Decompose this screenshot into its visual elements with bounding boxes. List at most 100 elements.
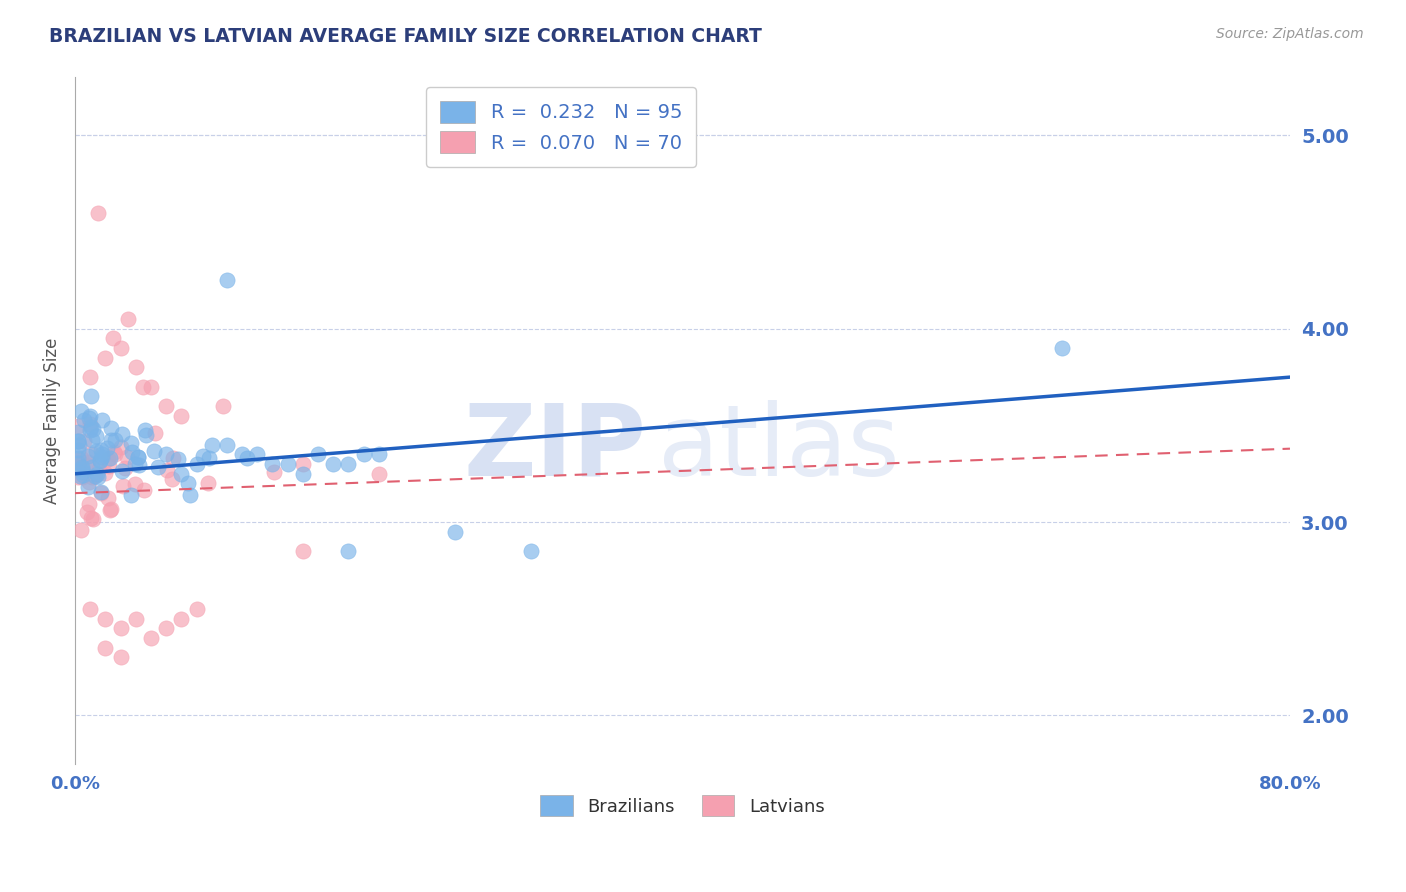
Point	[97, 491, 120, 505]
Point	[367, 467, 389, 481]
Point	[132, 483, 155, 497]
Point	[70, 450, 93, 465]
Point	[104, 433, 127, 447]
Point	[67, 453, 90, 467]
Point	[80, 459, 103, 474]
Point	[212, 399, 235, 413]
Point	[84, 429, 107, 443]
Point	[291, 467, 314, 481]
Y-axis label: Average Family Size: Average Family Size	[44, 337, 60, 504]
Point	[110, 622, 132, 636]
Point	[72, 468, 94, 483]
Point	[77, 497, 100, 511]
Text: ZIP: ZIP	[463, 400, 645, 497]
Point	[170, 612, 193, 626]
Point	[155, 447, 177, 461]
Point	[77, 410, 100, 425]
Point	[83, 469, 105, 483]
Point	[76, 505, 98, 519]
Point	[82, 422, 104, 436]
Point	[179, 487, 201, 501]
Point	[177, 476, 200, 491]
Point	[170, 467, 193, 481]
Point	[110, 341, 132, 355]
Point	[77, 455, 100, 469]
Point	[197, 475, 219, 490]
Point	[98, 503, 121, 517]
Point	[307, 447, 329, 461]
Point	[110, 650, 132, 665]
Point	[94, 640, 117, 655]
Point	[156, 463, 179, 477]
Point	[77, 450, 100, 464]
Point	[90, 484, 112, 499]
Point	[76, 480, 98, 494]
Point	[90, 413, 112, 427]
Point	[120, 436, 142, 450]
Point	[215, 273, 238, 287]
Point	[263, 466, 285, 480]
Point	[124, 476, 146, 491]
Point	[128, 458, 150, 472]
Point	[80, 389, 103, 403]
Point	[75, 458, 97, 472]
Point	[337, 544, 360, 558]
Point	[82, 511, 104, 525]
Point	[86, 467, 108, 481]
Point	[367, 447, 389, 461]
Point	[100, 502, 122, 516]
Point	[127, 450, 149, 464]
Point	[215, 438, 238, 452]
Point	[191, 450, 214, 464]
Point	[198, 450, 221, 465]
Point	[80, 433, 103, 447]
Point	[97, 458, 120, 473]
Point	[80, 447, 103, 461]
Point	[443, 524, 465, 539]
Point	[337, 457, 360, 471]
Point	[139, 380, 162, 394]
Text: Source: ZipAtlas.com: Source: ZipAtlas.com	[1216, 27, 1364, 41]
Point	[101, 331, 124, 345]
Point	[112, 479, 135, 493]
Point	[89, 462, 111, 476]
Point	[67, 469, 90, 483]
Point	[132, 380, 155, 394]
Point	[120, 488, 142, 502]
Point	[121, 445, 143, 459]
Point	[277, 457, 299, 471]
Point	[69, 469, 91, 483]
Point	[67, 461, 90, 475]
Point	[89, 454, 111, 468]
Point	[114, 460, 136, 475]
Point	[117, 312, 139, 326]
Point	[96, 441, 118, 455]
Point	[90, 485, 112, 500]
Text: BRAZILIAN VS LATVIAN AVERAGE FAMILY SIZE CORRELATION CHART: BRAZILIAN VS LATVIAN AVERAGE FAMILY SIZE…	[49, 27, 762, 45]
Point	[67, 434, 90, 448]
Point	[201, 438, 224, 452]
Point	[67, 456, 90, 470]
Point	[87, 206, 110, 220]
Point	[104, 447, 127, 461]
Point	[100, 434, 122, 448]
Point	[146, 460, 169, 475]
Point	[79, 370, 101, 384]
Point	[94, 467, 117, 481]
Point	[100, 450, 122, 465]
Point	[73, 434, 96, 448]
Point	[135, 428, 157, 442]
Point	[111, 464, 134, 478]
Point	[94, 612, 117, 626]
Point	[80, 469, 103, 483]
Point	[1050, 341, 1073, 355]
Point	[72, 465, 94, 479]
Point	[89, 452, 111, 467]
Point	[72, 470, 94, 484]
Point	[162, 450, 184, 465]
Point	[117, 450, 139, 464]
Point	[134, 423, 156, 437]
Point	[83, 468, 105, 483]
Point	[79, 511, 101, 525]
Point	[79, 423, 101, 437]
